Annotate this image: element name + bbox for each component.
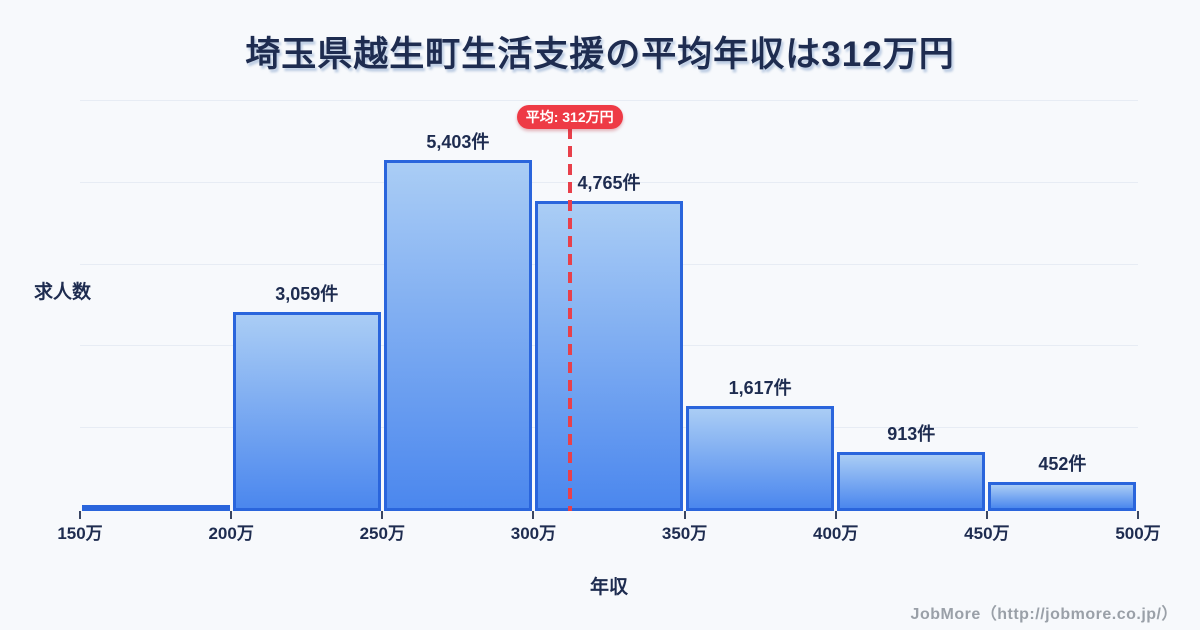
x-tick-label: 200万 bbox=[208, 524, 254, 543]
x-tick-mark bbox=[381, 511, 384, 519]
x-tick-label: 150万 bbox=[57, 524, 103, 543]
x-tick-mark bbox=[79, 511, 81, 519]
x-axis-label: 年収 bbox=[589, 577, 628, 598]
histogram-bar bbox=[534, 201, 684, 511]
x-tick-label: 500万 bbox=[1115, 524, 1161, 543]
bar-count-label: 4,765件 bbox=[577, 173, 641, 193]
footer-credit: JobMore（http://jobmore.co.jp/） bbox=[910, 606, 1178, 623]
bar-count-label: 3,059件 bbox=[275, 284, 339, 304]
plot-area: 平均: 312万円 3,059件 5,403件 4,765件 1,617件 913件 45… bbox=[57, 0, 1161, 543]
histogram-bar bbox=[837, 452, 986, 511]
x-tick-label: 450万 bbox=[964, 524, 1010, 543]
histogram-bar bbox=[383, 160, 532, 511]
gridline bbox=[80, 181, 1138, 183]
y-axis-label: 求人数 bbox=[34, 282, 92, 303]
mean-line bbox=[567, 128, 572, 511]
histogram-bar bbox=[988, 482, 1137, 511]
x-tick-mark bbox=[683, 511, 686, 519]
histogram-bar bbox=[232, 312, 381, 511]
bar-count-label: 1,617件 bbox=[728, 378, 792, 398]
x-tick-label: 400万 bbox=[813, 524, 859, 543]
bar-count-label: 913件 bbox=[887, 424, 936, 444]
x-tick-label: 350万 bbox=[661, 524, 708, 543]
x-tick-mark bbox=[985, 511, 988, 519]
x-tick-label: 300万 bbox=[510, 524, 557, 543]
x-tick-mark bbox=[834, 511, 837, 519]
histogram-bar bbox=[81, 505, 230, 511]
chart-title: 埼玉県越生町生活支援の平均年収は312万円 bbox=[245, 35, 955, 74]
bar-count-label: 5,403件 bbox=[426, 132, 490, 152]
x-tick-mark bbox=[1137, 511, 1139, 519]
bar-count-label: 452件 bbox=[1038, 454, 1087, 474]
x-tick-mark bbox=[230, 511, 233, 519]
histogram-bar bbox=[686, 406, 835, 511]
mean-badge: 平均: 312万円 bbox=[516, 105, 623, 129]
x-tick-label: 250万 bbox=[359, 524, 405, 543]
x-tick-mark bbox=[532, 511, 535, 519]
gridline bbox=[80, 100, 1138, 101]
